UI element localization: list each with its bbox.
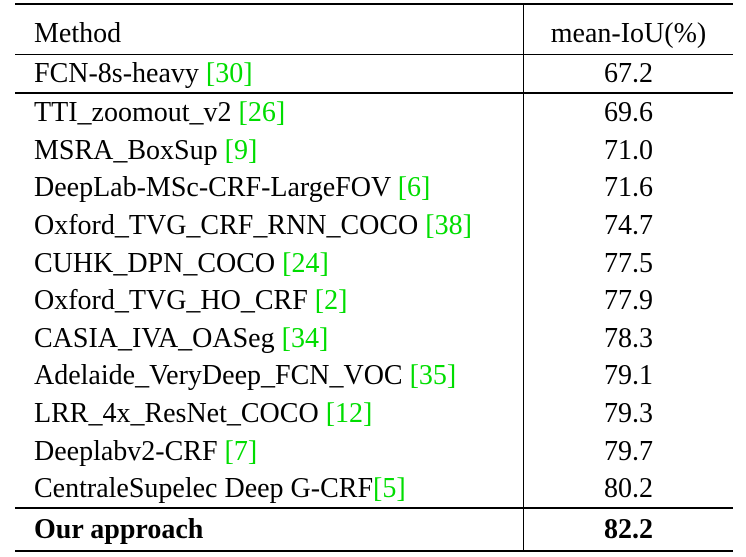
table-row: CASIA_IVA_OASeg [34] 78.3 [15,320,733,358]
citation-link[interactable]: [30] [205,57,253,89]
score-cell: 69.6 [604,97,653,129]
citation-link[interactable]: [12] [325,398,373,430]
score-cell: 79.7 [604,435,653,467]
header-row: Method mean-IoU(%) [15,15,733,53]
score-cell: 79.1 [604,360,653,392]
header-method: Method [34,17,122,49]
score-cell: 77.9 [604,285,653,317]
method-name: TTI_zoomout_v2 [34,97,239,129]
table-row: CUHK_DPN_COCO [24] 77.5 [15,245,733,283]
citation-link[interactable]: [9] [224,134,258,166]
score-cell: 80.2 [604,473,653,505]
header-rule [15,54,733,55]
score-cell: 71.6 [604,172,653,204]
table-row: TTI_zoomout_v2 [26] 69.6 [15,95,733,133]
table-row: LRR_4x_ResNet_COCO [12] 79.3 [15,395,733,433]
top-rule [15,3,733,5]
method-name: Adelaide_VeryDeep_FCN_VOC [34,360,410,392]
citation-link[interactable]: [35] [409,360,457,392]
citation-link[interactable]: [5] [373,473,406,505]
table-row: Oxford_TVG_HO_CRF [2] 77.9 [15,283,733,321]
method-cell: CUHK_DPN_COCO [24] [34,245,329,283]
citation-link[interactable]: [2] [314,285,348,317]
method-cell: MSRA_BoxSup [9] [34,132,257,170]
score-cell: 79.3 [604,398,653,430]
table-row: Oxford_TVG_CRF_RNN_COCO [38] 74.7 [15,207,733,245]
method-cell: DeepLab-MSc-CRF-LargeFOV [6] [34,170,430,208]
method-cell: Adelaide_VeryDeep_FCN_VOC [35] [34,358,456,396]
method-cell: CASIA_IVA_OASeg [34] [34,320,328,358]
header-metric: mean-IoU(%) [550,17,707,49]
final-rule [15,507,733,509]
method-name: CASIA_IVA_OASeg [34,322,282,354]
our-approach-score: 82.2 [604,513,653,545]
method-name: Deeplabv2-CRF [34,435,225,467]
method-cell: LRR_4x_ResNet_COCO [12] [34,395,372,433]
table-row: CentraleSupelec Deep G-CRF [5] 80.2 [15,471,733,509]
method-name: CentraleSupelec Deep G-CRF [34,473,374,505]
method-cell: Oxford_TVG_CRF_RNN_COCO [38] [34,207,472,245]
our-approach-label: Our approach [34,513,204,545]
citation-link[interactable]: [24] [282,247,329,279]
score-cell: 67.2 [604,57,653,89]
bottom-rule [15,550,733,552]
score-cell: 78.3 [604,322,653,354]
citation-link[interactable]: [6] [397,172,431,204]
citation-link[interactable]: [7] [224,435,258,467]
citation-link[interactable]: [26] [238,97,286,129]
method-cell: TTI_zoomout_v2 [26] [34,95,285,133]
method-name: LRR_4x_ResNet_COCO [34,398,326,430]
method-cell: CentraleSupelec Deep G-CRF [5] [34,471,406,509]
table-row: FCN-8s-heavy [30] 67.2 [15,55,733,93]
group-rule [15,92,733,94]
score-cell: 77.5 [604,247,653,279]
citation-link[interactable]: [34] [281,322,329,354]
method-name: Oxford_TVG_CRF_RNN_COCO [34,210,426,242]
method-cell: Oxford_TVG_HO_CRF [2] [34,283,347,321]
method-cell: FCN-8s-heavy [30] [34,55,253,93]
column-separator [523,3,524,552]
score-cell: 74.7 [604,210,653,242]
method-cell: Deeplabv2-CRF [7] [34,433,257,471]
results-table: Method mean-IoU(%) FCN-8s-heavy [30] 67.… [15,3,733,553]
final-row: Our approach 82.2 [15,510,733,550]
score-cell: 71.0 [604,134,653,166]
method-name: DeepLab-MSc-CRF-LargeFOV [34,172,398,204]
table-row: Deeplabv2-CRF [7] 79.7 [15,433,733,471]
method-name: CUHK_DPN_COCO [34,247,283,279]
table-row: DeepLab-MSc-CRF-LargeFOV [6] 71.6 [15,170,733,208]
method-name: MSRA_BoxSup [34,134,225,166]
table-row: MSRA_BoxSup [9] 71.0 [15,132,733,170]
citation-link[interactable]: [38] [425,210,472,242]
method-name: FCN-8s-heavy [34,57,206,89]
table-row: Adelaide_VeryDeep_FCN_VOC [35] 79.1 [15,358,733,396]
method-name: Oxford_TVG_HO_CRF [34,285,315,317]
